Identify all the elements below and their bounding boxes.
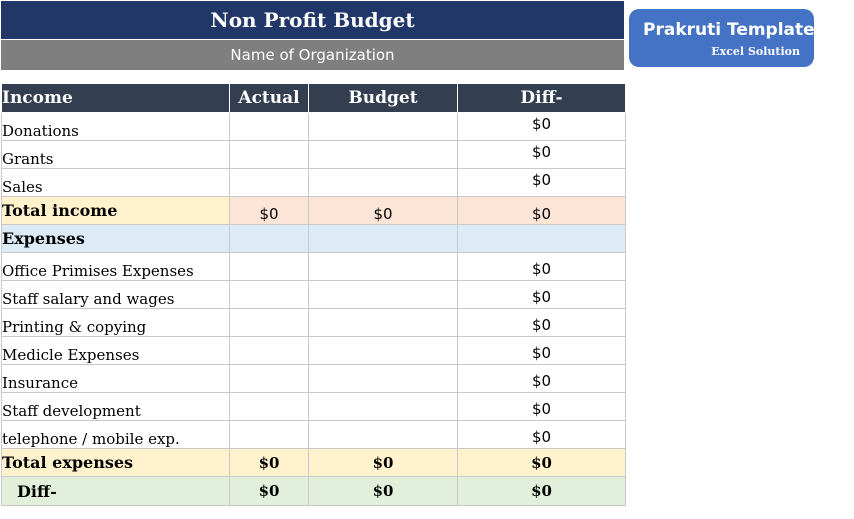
row-label: Donations (1, 112, 230, 141)
actual-cell[interactable] (229, 280, 309, 309)
expenses-header-label: Expenses (1, 224, 230, 253)
difference-label: Diff- (1, 476, 230, 506)
difference-actual[interactable]: $0 (229, 476, 309, 506)
row-label: Grants (1, 140, 230, 169)
diff-cell[interactable]: $0 (457, 336, 626, 365)
budget-cell[interactable] (308, 140, 458, 169)
total-expenses-actual[interactable]: $0 (229, 448, 309, 477)
logo-name: Prakruti Template (643, 20, 815, 40)
diff-cell[interactable]: $0 (457, 252, 626, 281)
budget-cell[interactable] (308, 420, 458, 449)
expenses-header-cell[interactable] (308, 224, 458, 253)
diff-cell[interactable]: $0 (457, 140, 626, 169)
total-expenses-budget[interactable]: $0 (308, 448, 458, 477)
page-title: Non Profit Budget (1, 1, 624, 39)
expenses-header-cell[interactable] (229, 224, 309, 253)
table-header-row: Income Actual Budget Diff- (1, 83, 626, 113)
diff-cell[interactable]: $0 (457, 168, 626, 197)
difference-budget[interactable]: $0 (308, 476, 458, 506)
budget-cell[interactable] (308, 392, 458, 421)
column-header-income: Income (1, 83, 230, 113)
row-label: telephone / mobile exp. (1, 420, 230, 449)
diff-cell[interactable]: $0 (457, 112, 626, 141)
row-label: Staff salary and wages (1, 280, 230, 309)
diff-cell[interactable]: $0 (457, 364, 626, 393)
budget-cell[interactable] (308, 168, 458, 197)
diff-cell[interactable]: $0 (457, 392, 626, 421)
table-row: Grants $0 (1, 140, 626, 169)
logo-tagline: Excel Solution (711, 45, 800, 58)
expenses-header-cell[interactable] (457, 224, 626, 253)
diff-cell[interactable]: $0 (457, 308, 626, 337)
diff-cell[interactable]: $0 (457, 420, 626, 449)
total-expenses-label: Total expenses (1, 448, 230, 477)
row-label: Insurance (1, 364, 230, 393)
total-income-row: Total income $0 $0 $0 (1, 196, 626, 225)
table-row: Sales $0 (1, 168, 626, 197)
total-income-diff[interactable]: $0 (457, 196, 626, 225)
total-income-actual[interactable]: $0 (229, 196, 309, 225)
row-label: Staff development (1, 392, 230, 421)
budget-cell[interactable] (308, 112, 458, 141)
actual-cell[interactable] (229, 420, 309, 449)
budget-cell[interactable] (308, 280, 458, 309)
expenses-section-header: Expenses (1, 224, 626, 253)
total-income-label: Total income (1, 196, 230, 225)
actual-cell[interactable] (229, 252, 309, 281)
actual-cell[interactable] (229, 336, 309, 365)
budget-cell[interactable] (308, 308, 458, 337)
budget-cell[interactable] (308, 252, 458, 281)
actual-cell[interactable] (229, 168, 309, 197)
budget-cell[interactable] (308, 336, 458, 365)
table-row: Medicle Expenses $0 (1, 336, 626, 365)
table-row: Printing & copying $0 (1, 308, 626, 337)
actual-cell[interactable] (229, 364, 309, 393)
row-label: Medicle Expenses (1, 336, 230, 365)
table-row: Donations $0 (1, 112, 626, 141)
table-row: Staff salary and wages $0 (1, 280, 626, 309)
table-row: Insurance $0 (1, 364, 626, 393)
table-row: Staff development $0 (1, 392, 626, 421)
actual-cell[interactable] (229, 392, 309, 421)
row-label: Sales (1, 168, 230, 197)
difference-row: Diff- $0 $0 $0 (1, 476, 626, 506)
table-row: telephone / mobile exp. $0 (1, 420, 626, 449)
column-header-actual: Actual (229, 83, 309, 113)
row-label: Printing & copying (1, 308, 230, 337)
total-income-budget[interactable]: $0 (308, 196, 458, 225)
actual-cell[interactable] (229, 112, 309, 141)
brand-logo: Prakruti Template Excel Solution (629, 9, 815, 67)
diff-cell[interactable]: $0 (457, 280, 626, 309)
total-expenses-diff[interactable]: $0 (457, 448, 626, 477)
table-row: Office Primises Expenses $0 (1, 252, 626, 281)
organization-name[interactable]: Name of Organization (1, 40, 624, 70)
budget-cell[interactable] (308, 364, 458, 393)
column-header-diff: Diff- (457, 83, 626, 113)
total-expenses-row: Total expenses $0 $0 $0 (1, 448, 626, 477)
actual-cell[interactable] (229, 140, 309, 169)
budget-table: Income Actual Budget Diff- Donations $0 … (1, 83, 626, 506)
difference-diff[interactable]: $0 (457, 476, 626, 506)
actual-cell[interactable] (229, 308, 309, 337)
row-label: Office Primises Expenses (1, 252, 230, 281)
column-header-budget: Budget (308, 83, 458, 113)
